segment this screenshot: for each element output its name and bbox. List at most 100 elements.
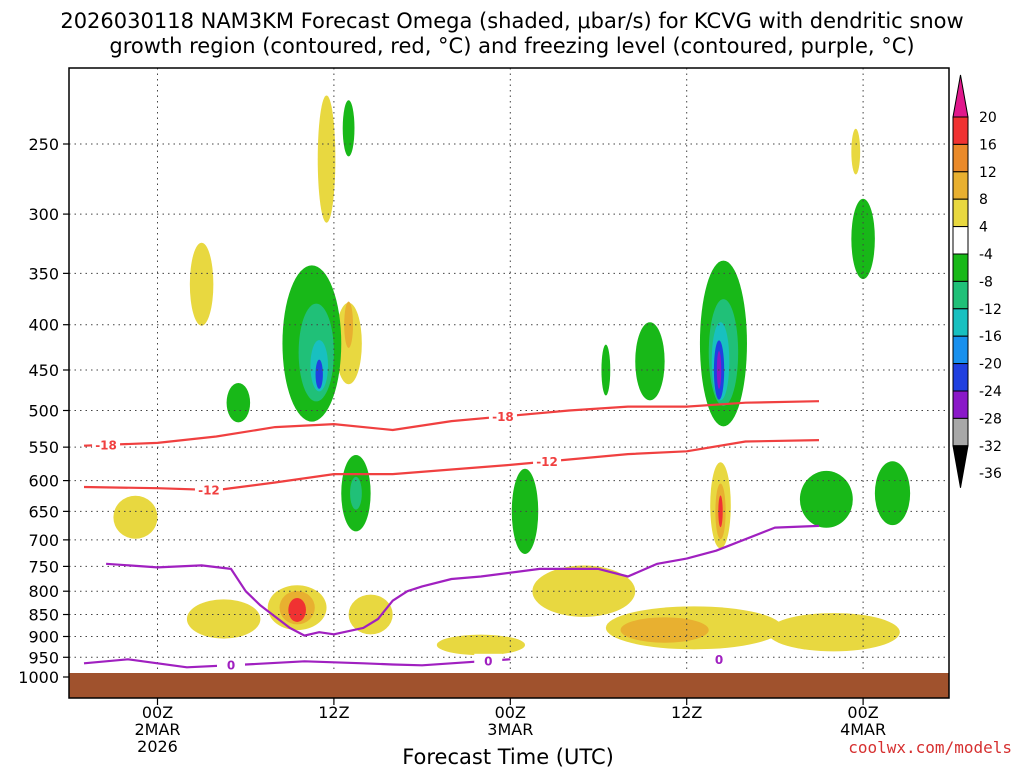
colorbar-top-arrow [952, 74, 969, 118]
omega-region-29 [635, 322, 665, 401]
x-tick-line-12-0: 12Z [318, 703, 349, 722]
colorbar-bottom-arrow [952, 445, 969, 488]
colorbar-label-8: -16 [979, 329, 1002, 345]
omega-region-25 [226, 383, 251, 423]
omega-region-4 [344, 301, 354, 348]
omega-region-24 [350, 476, 362, 510]
contour-label-dgz-18-0: -18 [95, 438, 117, 452]
colorbar-label-11: -28 [979, 411, 1002, 427]
colorbar-label-3: 8 [979, 192, 988, 208]
omega-region-26 [342, 100, 355, 157]
x-tick-line-24-0: 00Z [495, 703, 526, 722]
chart-title-line2: growth region (contoured, red, °C) and f… [109, 34, 914, 58]
contour-dgz-18 [83, 400, 820, 447]
y-tick-label-650: 650 [28, 502, 59, 521]
colorbar-bin-4 [952, 198, 969, 228]
omega-region-28 [601, 344, 611, 396]
y-tick-label-400: 400 [28, 316, 59, 335]
omega-region-18 [851, 128, 861, 175]
ground-surface [69, 673, 949, 698]
plot-background [69, 68, 949, 698]
omega-region-14 [767, 613, 900, 652]
y-tick-label-750: 750 [28, 557, 59, 576]
x-tick-line-0-2: 2026 [137, 737, 178, 756]
x-tick-label-36: 12Z [671, 703, 702, 722]
x-tick-label-12: 12Z [318, 703, 349, 722]
y-tick-label-350: 350 [28, 264, 59, 283]
y-tick-label-500: 500 [28, 402, 59, 421]
omega-region-0 [189, 242, 214, 326]
colorbar-label-5: -4 [979, 247, 993, 263]
y-tick-label-450: 450 [28, 361, 59, 380]
omega-region-35 [799, 470, 853, 528]
y-tick-label-900: 900 [28, 627, 59, 646]
contour-label-bg-frz-0-2 [705, 652, 734, 667]
colorbar-bin-6 [952, 253, 969, 282]
contour-label-bg-dgz-12-0 [194, 482, 223, 497]
y-tick-label-850: 850 [28, 606, 59, 625]
y-tick-label-700: 700 [28, 531, 59, 550]
contour-label-dgz-12-0: -12 [198, 483, 220, 497]
y-axis: 250 300 350 400 450 500 550 600 650 700 750 800 850 9… [18, 135, 69, 687]
x-tick-line-0-1: 2MAR [134, 720, 180, 739]
colorbar: 20 16 12 8 4 -4 -8 -12 -16 -20 -24 -28 -32 -36 [952, 74, 1002, 488]
colorbar-bin-10 [952, 363, 969, 392]
colorbar-bin-2 [952, 143, 969, 173]
colorbar-label-6: -8 [979, 274, 993, 290]
omega-region-22 [315, 359, 323, 389]
y-tick-label-300: 300 [28, 205, 59, 224]
x-tick-label-48: 00Z 4MAR [840, 703, 886, 739]
colorbar-bin-3 [952, 171, 969, 200]
colorbar-label-9: -20 [979, 357, 1002, 373]
omega-region-13 [620, 617, 709, 643]
omega-region-7 [288, 597, 306, 622]
omega-region-37 [874, 461, 911, 526]
contour-label-bg-frz-0-1 [474, 653, 503, 668]
y-tick-label-800: 800 [28, 582, 59, 601]
contour-label-frz-0-0: 0 [227, 659, 235, 673]
x-tick-line-24-1: 3MAR [487, 720, 533, 739]
x-tick-line-48-0: 00Z [847, 703, 878, 722]
colorbar-bin-7 [952, 280, 969, 310]
plot-frame [68, 67, 950, 699]
omega-region-9 [348, 594, 393, 635]
colorbar-bin-1 [952, 116, 969, 145]
x-tick-line-36-0: 12Z [671, 703, 702, 722]
y-tick-label-950: 950 [28, 648, 59, 667]
omega-region-10 [436, 634, 525, 656]
y-tick-label-550: 550 [28, 438, 59, 457]
omega-region-2 [317, 95, 336, 223]
colorbar-label-12: -32 [979, 439, 1002, 455]
colorbar-label-1: 16 [979, 137, 997, 153]
contour-label-dgz-12-1: -12 [536, 455, 558, 469]
y-tick-label-1000: 1000 [18, 668, 59, 687]
credit-text: coolwx.com/models [848, 738, 1012, 757]
x-axis-label: Forecast Time (UTC) [402, 745, 614, 768]
colorbar-bin-5 [952, 226, 969, 255]
contour-label-frz-0-2: 0 [715, 653, 723, 667]
omega-region-27 [511, 468, 539, 554]
colorbar-bin-9 [952, 335, 969, 365]
contour-label-frz-0-1: 0 [484, 654, 492, 668]
colorbar-bin-8 [952, 308, 969, 337]
omega-region-17 [718, 495, 723, 528]
colorbar-label-0: 20 [979, 110, 997, 126]
x-tick-line-0-0: 00Z [142, 703, 173, 722]
chart-title-line1: 2026030118 NAM3KM Forecast Omega (shaded… [60, 9, 963, 33]
omega-region-11 [532, 565, 636, 617]
y-tick-label-250: 250 [28, 135, 59, 154]
colorbar-bin-12 [952, 417, 969, 447]
colorbar-label-10: -24 [979, 384, 1002, 400]
contour-label-bg-dgz-18-0 [92, 437, 121, 452]
colorbar-bin-11 [952, 390, 969, 419]
y-tick-label-600: 600 [28, 472, 59, 491]
omega-region-1 [113, 495, 158, 539]
x-tick-label-0: 00Z 2MAR 2026 [134, 703, 180, 756]
x-tick-label-24: 00Z 3MAR [487, 703, 533, 739]
contour-frz-0 [83, 658, 511, 669]
contour-label-bg-frz-0-0 [217, 658, 245, 673]
colorbar-label-7: -12 [979, 302, 1002, 318]
contour-lines: -18 -18 -12 -12 0 0 0 [83, 400, 820, 673]
